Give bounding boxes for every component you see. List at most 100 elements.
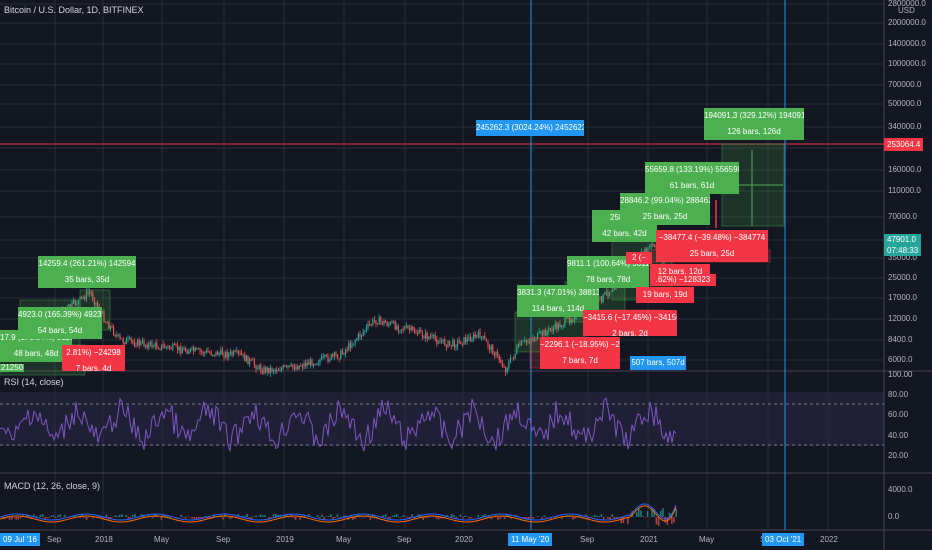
macd-histogram-bar bbox=[143, 515, 145, 517]
macd-histogram-bar bbox=[319, 517, 321, 519]
candle-body bbox=[69, 304, 71, 308]
macd-histogram-bar bbox=[523, 517, 526, 519]
measure-card[interactable]: 4923.0 (165.39%) 49230 54 bars, 54d bbox=[18, 307, 102, 339]
measure-card-line-2: 48 bars, 48d bbox=[13, 349, 59, 358]
candle-body bbox=[269, 367, 271, 374]
candle-body bbox=[295, 366, 297, 370]
candle-body bbox=[220, 349, 222, 354]
candle-body bbox=[417, 333, 419, 335]
candle-body bbox=[237, 350, 239, 353]
measure-card[interactable]: 2.81%) −24298 7 bars, 4d bbox=[62, 345, 125, 371]
rsi-title[interactable]: RSI (14, close) bbox=[4, 377, 64, 387]
candle-body bbox=[181, 350, 183, 354]
macd-histogram-bar bbox=[50, 515, 53, 517]
measure-card[interactable]: 14259.4 (261.21%) 142594 35 bars, 35d bbox=[38, 256, 136, 288]
candle-body bbox=[337, 354, 339, 359]
macd-histogram-bar bbox=[574, 517, 576, 519]
candle-body bbox=[172, 344, 174, 350]
measure-card[interactable]: 194091.3 (329.12%) 1940913 126 bars, 126d bbox=[704, 108, 804, 140]
measure-card[interactable]: .62%) −128323 bbox=[650, 274, 716, 286]
macd-histogram-bar bbox=[246, 514, 248, 517]
macd-histogram-bar bbox=[462, 517, 464, 519]
macd-histogram-bar bbox=[594, 514, 596, 517]
price-axis-label: 8400.0 bbox=[888, 335, 913, 344]
measure-card[interactable]: −38477.4 (−39.48%) −384774 25 bars, 25d bbox=[656, 230, 768, 262]
macd-histogram-bar bbox=[642, 515, 644, 517]
candle-body bbox=[609, 291, 611, 296]
macd-histogram-bar bbox=[57, 515, 59, 517]
macd-axis-label: 4000.0 bbox=[888, 485, 913, 494]
macd-histogram-bar bbox=[325, 516, 328, 517]
candle-body bbox=[434, 334, 436, 340]
macd-histogram-bar bbox=[200, 517, 202, 519]
candle-body bbox=[405, 325, 407, 328]
candle-body bbox=[613, 289, 615, 291]
macd-histogram-bar bbox=[508, 515, 510, 517]
macd-histogram-bar bbox=[506, 514, 508, 517]
candle-body bbox=[481, 336, 483, 339]
candle-body bbox=[273, 370, 275, 372]
candle-body bbox=[490, 345, 492, 350]
macd-histogram-bar bbox=[204, 515, 207, 517]
measure-card[interactable]: −2296.1 (−18.95%) −22961 7 bars, 7d bbox=[540, 337, 620, 369]
last-price-tag: 47901.0 07:48:33 bbox=[884, 234, 922, 256]
candle-body bbox=[541, 331, 543, 336]
candle-body bbox=[317, 363, 319, 365]
candle-body bbox=[242, 354, 244, 356]
macd-histogram-bar bbox=[477, 514, 479, 517]
candle-body bbox=[391, 322, 393, 324]
measure-card[interactable]: 19 bars, 19d bbox=[636, 287, 694, 303]
macd-histogram-bar bbox=[92, 517, 94, 519]
measure-card[interactable]: 245262.3 (3024.24%) 2452623 bbox=[476, 120, 584, 136]
macd-histogram-bar bbox=[127, 517, 130, 520]
candle-body bbox=[97, 302, 99, 307]
macd-histogram-bar bbox=[44, 517, 46, 519]
measure-card[interactable]: 21250 bbox=[0, 364, 24, 372]
candle-body bbox=[282, 365, 284, 369]
price-axis-label: 1000000.0 bbox=[888, 59, 926, 68]
candle-body bbox=[554, 323, 556, 329]
macd-histogram-bar bbox=[105, 514, 108, 517]
measure-card-line-2: 25 bars, 25d bbox=[642, 212, 688, 221]
measure-card[interactable]: 3831.3 (47.01%) 38813 114 bars, 114d bbox=[517, 285, 599, 317]
candle-body bbox=[361, 334, 363, 337]
measure-card-line-2: 42 bars, 42d bbox=[602, 229, 647, 238]
candle-body bbox=[652, 244, 654, 246]
measure-card[interactable]: 55659.8 (133.19%) 556598 61 bars, 61d bbox=[645, 162, 739, 194]
candle-body bbox=[228, 353, 230, 358]
candle-body bbox=[650, 244, 652, 247]
macd-histogram-bar bbox=[255, 515, 257, 517]
macd-pane bbox=[0, 503, 677, 526]
measure-card[interactable]: −3415.6 (−17.45%) −34156 2 bars, 2d bbox=[583, 310, 677, 336]
rsi-line bbox=[0, 397, 677, 452]
time-axis-label: May bbox=[699, 535, 715, 544]
candle-body bbox=[129, 337, 131, 339]
macd-histogram-bar bbox=[55, 517, 57, 519]
candle-body bbox=[111, 326, 113, 328]
candle-body bbox=[154, 342, 156, 347]
candle-body bbox=[229, 351, 231, 354]
measure-card-line-2: 61 bars, 61d bbox=[669, 181, 715, 190]
macd-histogram-bar bbox=[396, 514, 398, 517]
candle-body bbox=[215, 351, 217, 356]
candle-body bbox=[132, 340, 134, 343]
time-axis-label: 2019 bbox=[276, 535, 294, 544]
candle-body bbox=[346, 349, 348, 351]
candle-body bbox=[353, 343, 355, 345]
candle-body bbox=[143, 341, 145, 347]
macd-title[interactable]: MACD (12, 26, close, 9) bbox=[4, 481, 101, 491]
candle-body bbox=[212, 354, 214, 356]
candle-body bbox=[266, 367, 268, 373]
macd-histogram-bar bbox=[13, 517, 15, 518]
rsi-axis-label: 60.00 bbox=[888, 410, 909, 419]
measure-card[interactable]: 507 bars, 507d bbox=[630, 356, 686, 370]
signal-line bbox=[0, 505, 677, 523]
candle-body bbox=[429, 336, 431, 338]
macd-histogram-bar bbox=[609, 517, 611, 520]
measure-card[interactable]: 28846.2 (99.04%) 288462 25 bars, 25d bbox=[620, 193, 710, 225]
candle-body bbox=[105, 322, 107, 323]
measure-card[interactable]: 2 (− bbox=[626, 252, 652, 264]
candle-body bbox=[530, 340, 532, 343]
